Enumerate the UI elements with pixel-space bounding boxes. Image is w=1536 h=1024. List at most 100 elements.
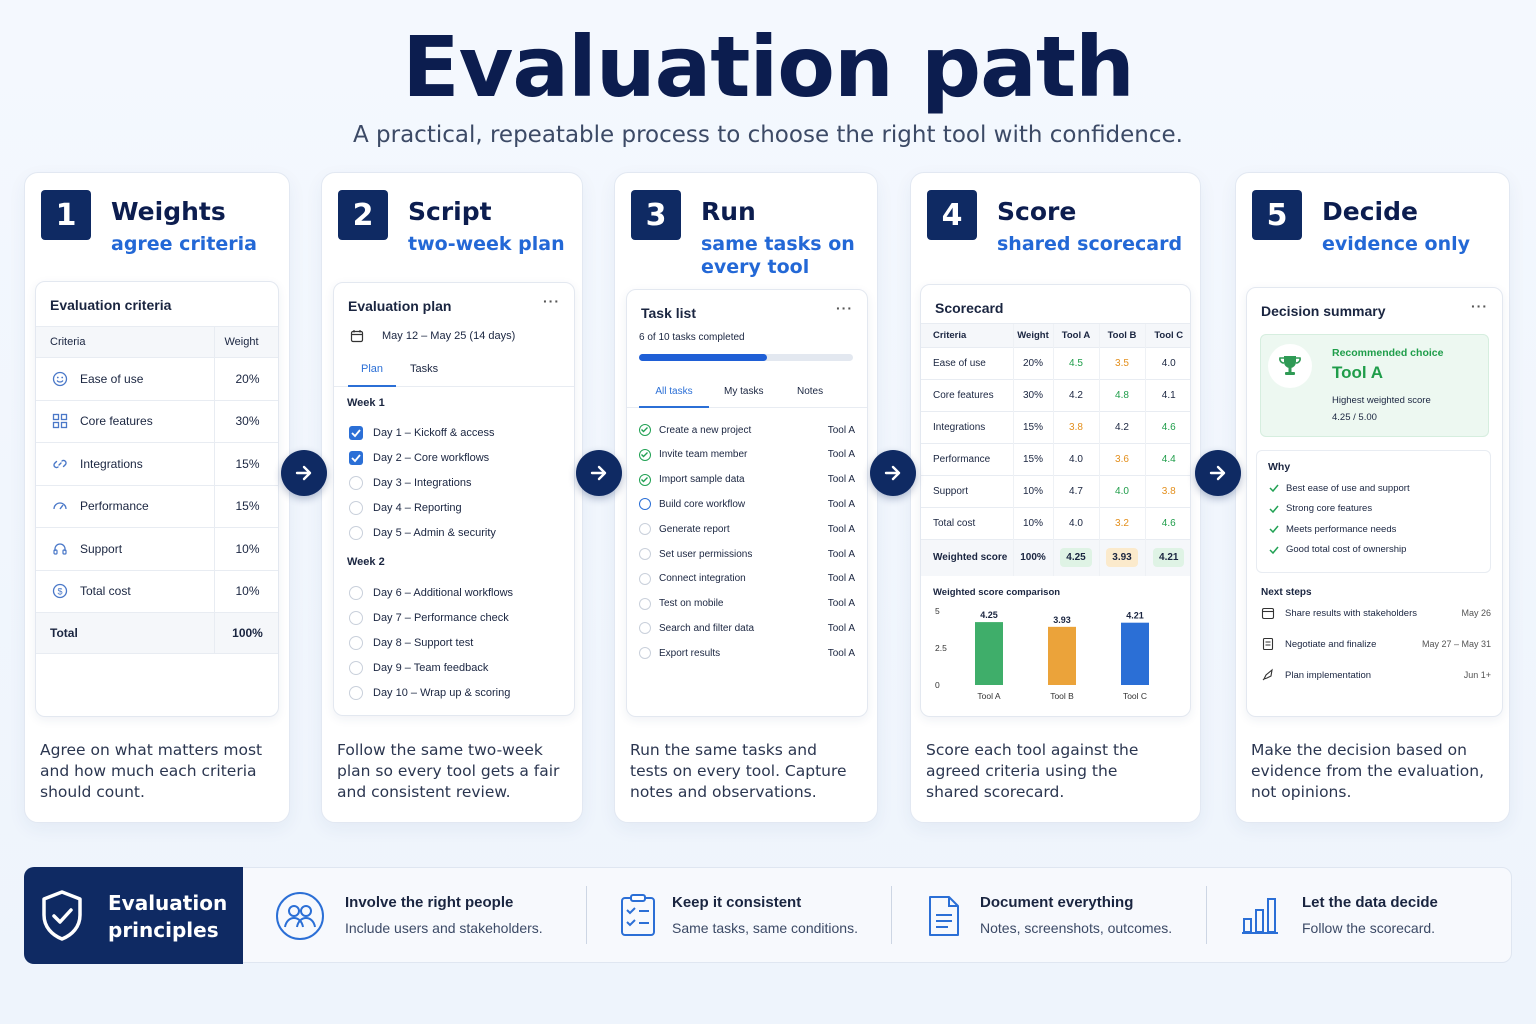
- plan-day-item[interactable]: Day 5 – Admin & security: [349, 523, 569, 543]
- checkbox-unchecked[interactable]: [349, 661, 363, 675]
- bar-value-label: 3.93: [1053, 615, 1071, 625]
- checkbox-unchecked[interactable]: [349, 611, 363, 625]
- more-menu-button[interactable]: ···: [836, 300, 853, 316]
- task-row[interactable]: Import sample data Tool A: [639, 472, 855, 488]
- checkbox-unchecked[interactable]: [349, 586, 363, 600]
- principles-title-1: Evaluation: [108, 891, 228, 915]
- recommended-score: 4.25 / 5.00: [1332, 412, 1377, 423]
- criteria-label: Performance: [80, 499, 149, 513]
- task-row[interactable]: Set user permissions Tool A: [639, 546, 855, 562]
- criteria-label: Ease of use: [80, 371, 144, 386]
- more-menu-button[interactable]: ···: [1471, 298, 1488, 314]
- tab-notes[interactable]: Notes: [797, 386, 824, 397]
- tab-my-tasks[interactable]: My tasks: [724, 386, 764, 397]
- task-row[interactable]: Build core workflow Tool A: [639, 496, 855, 512]
- checkbox-unchecked[interactable]: [349, 476, 363, 490]
- scorecard-header: Tool C: [1144, 323, 1190, 348]
- circle-icon[interactable]: [639, 597, 651, 610]
- step-title: Script: [408, 197, 492, 226]
- tab-all-tasks[interactable]: All tasks: [639, 386, 709, 408]
- check-circle-icon[interactable]: [639, 473, 651, 486]
- why-item: Strong core features: [1268, 503, 1488, 515]
- principle-item: Document everything Notes, screenshots, …: [927, 868, 1217, 964]
- panel-title: Scorecard: [935, 300, 1004, 316]
- plan-day-item[interactable]: Day 7 – Performance check: [349, 608, 569, 628]
- step-description: Make the decision based on evidence from …: [1251, 741, 1485, 801]
- tab-plan[interactable]: Plan: [348, 363, 396, 387]
- scorecard-cell: 4.2: [1098, 411, 1145, 444]
- recommended-tool: Tool A: [1332, 363, 1383, 382]
- principle-desc: Same tasks, same conditions.: [672, 920, 858, 936]
- criteria-weight: 20%: [214, 357, 278, 400]
- task-label: Search and filter data: [659, 622, 755, 634]
- bar-tool-a: [975, 622, 1003, 685]
- criteria-panel: Evaluation criteria Criteria Weight Ease …: [35, 281, 279, 717]
- circle-icon[interactable]: [639, 548, 651, 560]
- plan-day-item[interactable]: Day 3 – Integrations: [349, 473, 569, 493]
- checkbox-unchecked[interactable]: [349, 636, 363, 650]
- progress-bar: [639, 354, 853, 361]
- next-step-item[interactable]: Share results with stakeholders May 26: [1261, 606, 1491, 620]
- x-tick-label: Tool A: [977, 691, 1000, 701]
- shield-check-icon: [42, 890, 82, 941]
- plan-day-label: Day 8 – Support test: [373, 637, 474, 649]
- y-tick-label: 0: [935, 680, 940, 690]
- task-row[interactable]: Create a new project Tool A: [639, 422, 855, 438]
- scorecard-row: Support 10% 4.7 4.0 3.8: [921, 475, 1190, 508]
- task-tool: Tool A: [827, 647, 855, 659]
- scorecard-cell: 4.6: [1144, 507, 1190, 540]
- step-subtitle: agree criteria: [111, 233, 257, 255]
- circle-icon[interactable]: [639, 498, 651, 511]
- scorecard-cell: 3.5: [1098, 347, 1145, 380]
- check-icon: [1268, 523, 1280, 535]
- circle-icon[interactable]: [639, 622, 651, 635]
- chart-title: Weighted score comparison: [933, 587, 1061, 598]
- people-icon: [276, 892, 324, 940]
- checkbox-checked[interactable]: [349, 426, 363, 440]
- plan-day-item[interactable]: Day 9 – Team feedback: [349, 658, 569, 678]
- task-row[interactable]: Generate report Tool A: [639, 521, 855, 537]
- circle-icon[interactable]: [639, 647, 651, 660]
- step-subtitle: same tasks on every tool: [701, 233, 855, 278]
- decision-panel: Decision summary ··· Recommended choice …: [1246, 287, 1503, 717]
- next-step-item[interactable]: Negotiate and finalize May 27 – May 31: [1261, 637, 1491, 651]
- checkbox-unchecked[interactable]: [349, 501, 363, 515]
- task-tool: Tool A: [827, 523, 855, 535]
- criteria-table: Criteria Weight: [36, 326, 278, 357]
- step-card-decide: 5 Decide evidence only Decision summary …: [1235, 172, 1510, 823]
- plan-day-item[interactable]: Day 6 – Additional workflows: [349, 583, 569, 603]
- checkbox-checked[interactable]: [349, 451, 363, 465]
- arrow-right-icon: [1195, 450, 1241, 496]
- plan-day-label: Day 3 – Integrations: [373, 477, 472, 489]
- plan-day-item[interactable]: Day 2 – Core workflows: [349, 448, 569, 468]
- weighted-score-cell: 4.25: [1052, 539, 1099, 576]
- task-row[interactable]: Export results Tool A: [639, 645, 855, 661]
- task-tool: Tool A: [827, 449, 855, 461]
- scorecard-cell: Performance: [921, 443, 1013, 476]
- checkbox-unchecked[interactable]: [349, 526, 363, 540]
- check-circle-icon[interactable]: [639, 448, 651, 461]
- plan-day-item[interactable]: Day 10 – Wrap up & scoring: [349, 683, 569, 703]
- checkbox-unchecked[interactable]: [349, 686, 363, 700]
- criteria-label: Total cost: [80, 584, 131, 598]
- tab-tasks[interactable]: Tasks: [410, 363, 439, 375]
- task-row[interactable]: Search and filter data Tool A: [639, 620, 855, 636]
- next-step-item[interactable]: Plan implementation Jun 1+: [1261, 668, 1491, 682]
- scorecard-cell: Core features: [921, 379, 1013, 412]
- circle-icon[interactable]: [639, 523, 651, 536]
- step-number: 2: [338, 190, 388, 240]
- next-step-date: May 27 – May 31: [1421, 639, 1491, 649]
- task-row[interactable]: Invite team member Tool A: [639, 447, 855, 463]
- criteria-weight: 15%: [214, 442, 278, 485]
- next-step-date: May 26: [1461, 608, 1491, 618]
- task-tool: Tool A: [827, 622, 855, 634]
- check-circle-icon[interactable]: [639, 424, 651, 436]
- scorecard-header: Tool B: [1098, 323, 1145, 348]
- plan-day-item[interactable]: Day 8 – Support test: [349, 633, 569, 653]
- plan-day-item[interactable]: Day 1 – Kickoff & access: [349, 423, 569, 443]
- task-row[interactable]: Test on mobile Tool A: [639, 596, 855, 612]
- circle-icon[interactable]: [639, 572, 651, 585]
- more-menu-button[interactable]: ···: [543, 293, 560, 309]
- task-row[interactable]: Connect integration Tool A: [639, 571, 855, 587]
- plan-day-item[interactable]: Day 4 – Reporting: [349, 498, 569, 518]
